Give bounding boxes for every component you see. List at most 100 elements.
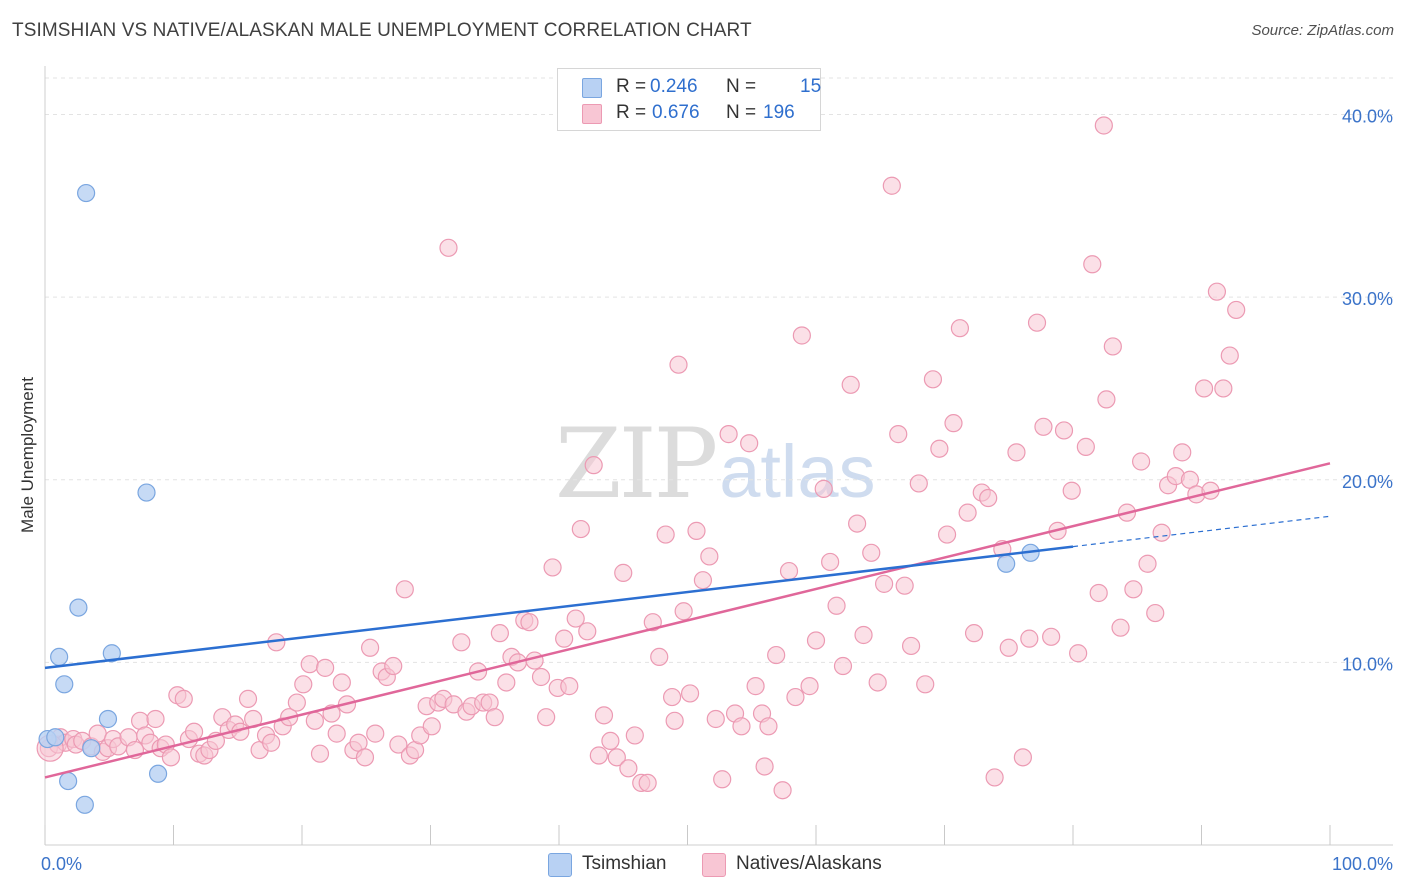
native-point [1076,437,1095,456]
native-point [1020,629,1039,648]
y-tick-label: 40.0% [1342,107,1393,127]
native-point [806,631,826,650]
native-point [1124,580,1143,599]
native-point [1220,346,1239,365]
native-point [746,677,765,696]
native-point [294,675,313,694]
native-point [964,624,984,643]
native-point [713,770,732,789]
legend-n-value: 15 [800,76,822,97]
tsimshian-point [997,554,1016,573]
native-point [422,717,441,736]
native-point [656,525,675,544]
native-point [755,757,774,776]
native-point [979,488,998,508]
native-point [1207,282,1227,301]
native-point [740,434,759,453]
native-point [300,655,319,674]
native-point [1111,618,1130,637]
native-point [680,684,700,703]
tsimshian-point [102,644,121,663]
native-point [395,580,414,599]
native-point [930,439,949,458]
tsimshian-point [148,764,168,783]
native-point [674,602,693,621]
y-tick-label: 20.0% [1342,472,1393,492]
tick-labels-layer: 10.0% 20.0% 30.0% 40.0% 0.0% 100.0% [41,107,1393,874]
native-point [520,613,539,632]
bottom-legend-tsimshian: Tsimshian [548,852,688,877]
native-point [848,514,867,533]
tsimshian-swatch [582,78,602,98]
native-point [1173,443,1192,462]
native-point [262,733,281,752]
native-point [1069,644,1088,663]
natives-legend-label: Natives/Alaskans [736,853,882,874]
native-point [238,689,258,709]
native-point [833,656,853,676]
tsimshian-trend-line [44,545,1074,670]
tsimshian-point [98,709,118,729]
native-point [174,689,193,709]
legend-r-label: R = [616,102,647,123]
native-point [1089,583,1108,603]
native-point [327,724,346,743]
native-point [366,724,385,743]
native-points-layer [36,116,1246,800]
native-point [916,675,935,694]
native-point [146,709,165,729]
native-point [841,375,860,394]
native-point [1132,452,1151,471]
tsimshian-point [75,795,94,814]
tsimshian-point [77,183,96,203]
native-point [1194,379,1214,398]
native-point [355,748,375,767]
bottom-legend-natives: Natives/Alaskans [702,852,902,877]
native-point [944,414,963,433]
tsimshian-point [82,739,101,758]
native-point [485,708,504,727]
native-point [862,543,881,562]
native-point [693,571,713,590]
native-point [525,651,544,670]
native-point [625,726,644,745]
native-point [1227,300,1246,320]
native-point [1027,313,1047,332]
tsimshian-points-layer [38,183,1040,814]
native-point [607,748,626,767]
native-point [537,708,556,727]
native-point [923,370,943,389]
native-point [650,647,669,667]
y-tick-label: 30.0% [1342,289,1393,309]
native-point [638,773,657,793]
native-point [868,673,887,692]
native-point [497,673,516,692]
native-point [732,717,751,736]
legend-n-label: N = [726,102,757,123]
native-point [1013,748,1032,767]
native-point [184,722,204,741]
native-point [332,673,351,692]
grid-layer [45,77,1393,663]
native-point [665,711,684,730]
native-point [800,677,819,696]
native-point [1007,443,1026,462]
native-point [875,574,894,593]
native-point [589,746,608,765]
native-point [531,667,551,687]
native-point [854,625,873,645]
native-point [999,638,1018,657]
native-point [1034,417,1053,436]
native-point [1152,523,1171,542]
native-point [161,748,181,767]
x-tick-label: 0.0% [41,854,82,874]
native-point [792,326,811,345]
native-point [578,622,597,641]
tsimshian-point [59,771,78,791]
native-point [985,768,1004,787]
legend-n-value: 196 [763,102,795,123]
native-point [452,633,471,652]
correlation-legend: R = 0.246 N = 15 R = 0.676 N = 196 [557,68,821,131]
native-point [310,744,330,763]
native-point [584,456,603,475]
